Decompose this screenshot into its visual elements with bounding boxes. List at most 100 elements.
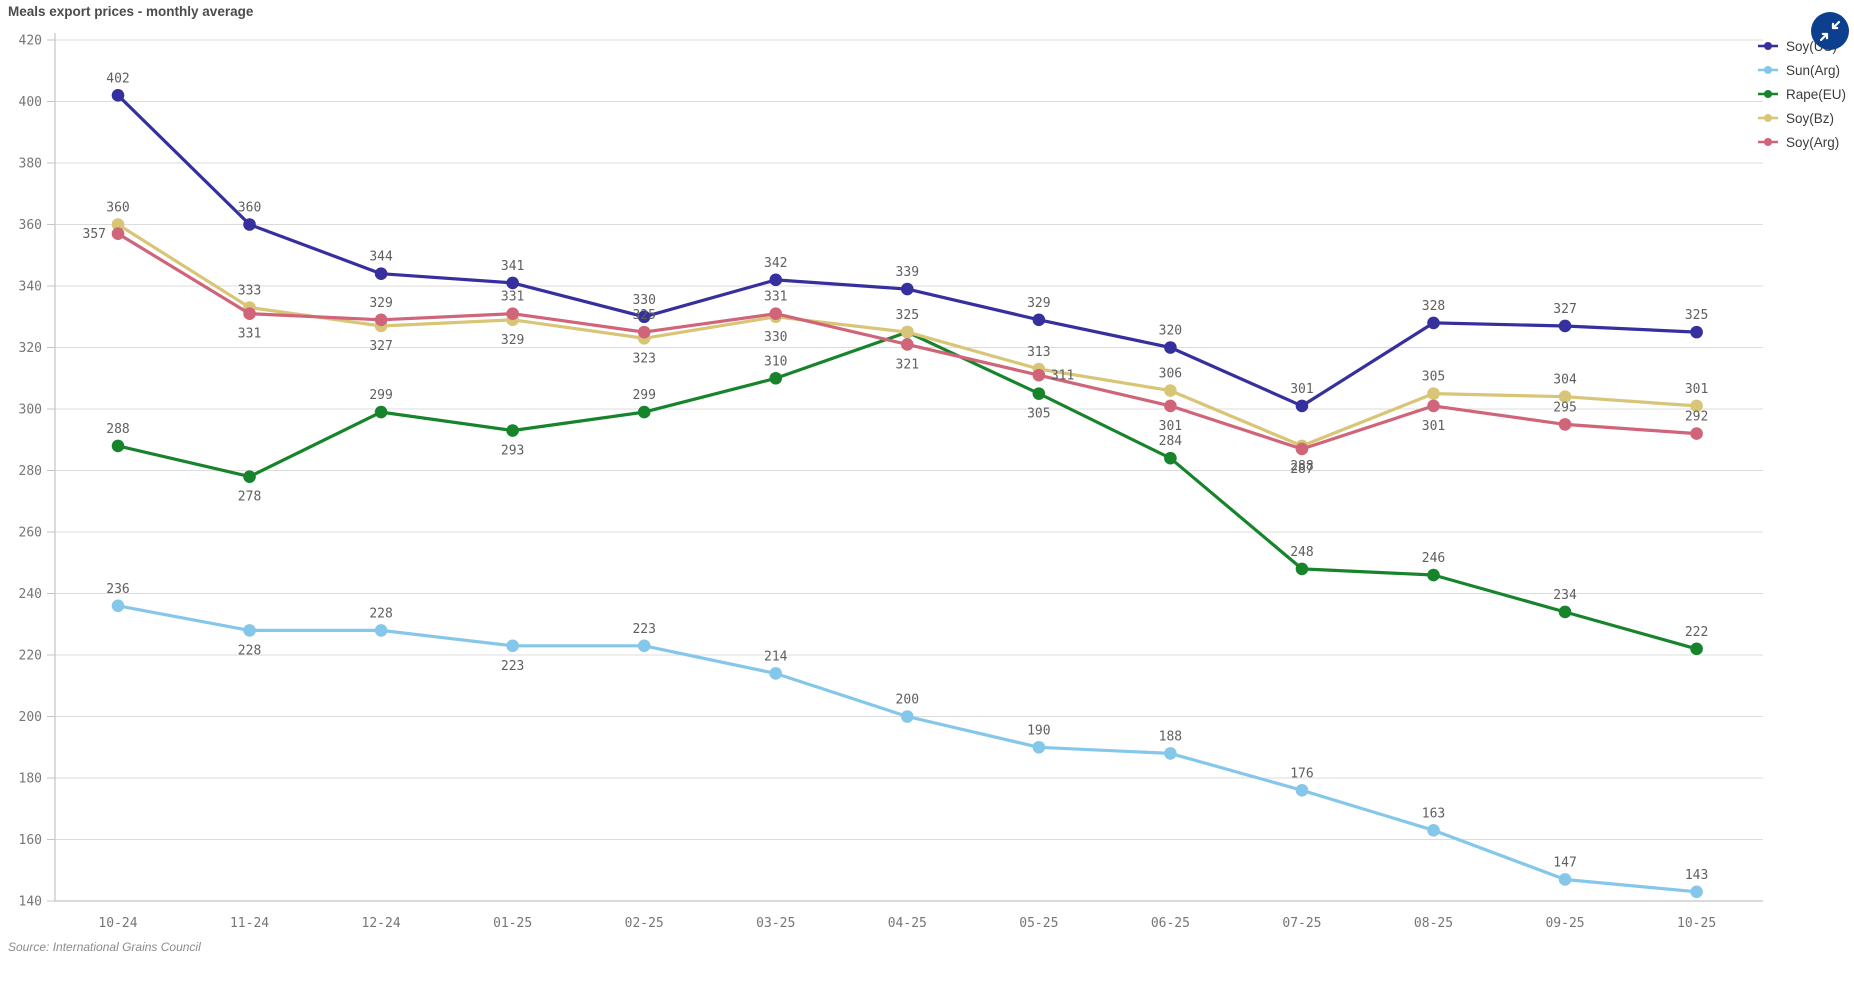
data-point-label: 327	[369, 339, 392, 354]
data-point[interactable]	[1558, 319, 1572, 333]
data-point[interactable]	[1295, 399, 1309, 413]
data-point-label: 360	[238, 201, 261, 216]
data-point[interactable]	[374, 624, 388, 637]
data-point[interactable]	[1032, 387, 1046, 400]
data-point-label: 284	[1159, 434, 1183, 449]
legend-item-soy-bz-[interactable]: Soy(Bz)	[1757, 106, 1846, 130]
data-point-label: 228	[238, 643, 261, 658]
x-axis-tick-label: 03-25	[756, 916, 795, 931]
data-point[interactable]	[637, 310, 651, 324]
data-point-label: 223	[501, 659, 524, 674]
data-point[interactable]	[111, 227, 125, 241]
data-point[interactable]	[506, 307, 519, 320]
data-point[interactable]	[1427, 399, 1440, 413]
data-point[interactable]	[1295, 442, 1309, 456]
data-point-label: 320	[1159, 324, 1182, 339]
legend-marker-icon	[1757, 90, 1778, 98]
data-point-label: 200	[896, 693, 919, 708]
data-point[interactable]	[506, 639, 519, 653]
data-point[interactable]	[769, 667, 783, 680]
data-point[interactable]	[769, 307, 783, 320]
chart-legend: Soy(US) Sun(Arg) Rape(EU) Soy(Bz) Soy(Arg)	[1757, 34, 1846, 154]
data-point[interactable]	[769, 273, 783, 287]
data-point-label: 304	[1553, 373, 1577, 388]
y-axis-tick-label: 280	[19, 464, 42, 479]
y-axis-tick-label: 220	[19, 649, 42, 664]
data-point[interactable]	[637, 405, 651, 419]
legend-label: Rape(EU)	[1785, 86, 1846, 102]
data-point[interactable]	[901, 282, 914, 296]
data-point[interactable]	[1690, 642, 1703, 656]
data-point[interactable]	[1032, 740, 1046, 754]
x-axis-tick-label: 09-25	[1545, 916, 1584, 931]
data-point[interactable]	[374, 313, 388, 327]
x-axis-tick-label: 10-24	[98, 916, 137, 931]
data-point[interactable]	[1164, 341, 1177, 354]
legend-item-soy-arg-[interactable]: Soy(Arg)	[1757, 130, 1846, 154]
data-point-label: 357	[83, 227, 106, 242]
page-title: Meals export prices - monthly average	[8, 4, 254, 19]
y-axis-tick-label: 340	[19, 280, 42, 295]
data-point[interactable]	[243, 624, 256, 637]
series-line	[116, 330, 1699, 651]
data-point[interactable]	[901, 338, 914, 351]
data-point[interactable]	[506, 424, 519, 437]
data-point[interactable]	[769, 371, 783, 385]
data-point-label: 342	[764, 256, 787, 271]
data-point-label: 330	[632, 293, 655, 308]
data-point[interactable]	[243, 307, 256, 320]
data-point[interactable]	[1295, 562, 1309, 576]
data-point[interactable]	[1690, 325, 1703, 339]
data-point[interactable]	[374, 405, 388, 419]
data-point[interactable]	[111, 439, 125, 453]
data-point[interactable]	[901, 710, 914, 723]
legend-item-rape-eu-[interactable]: Rape(EU)	[1757, 82, 1846, 106]
data-point[interactable]	[1558, 418, 1572, 431]
data-point[interactable]	[111, 599, 125, 613]
legend-item-sun-arg-[interactable]: Sun(Arg)	[1757, 58, 1846, 82]
data-point-label: 293	[501, 444, 524, 459]
data-point[interactable]	[1690, 399, 1703, 413]
data-point-label: 292	[1685, 410, 1708, 425]
collapse-arrows-icon	[1819, 20, 1841, 42]
data-point[interactable]	[1690, 427, 1703, 440]
data-point[interactable]	[374, 267, 388, 281]
data-point[interactable]	[1032, 313, 1046, 327]
data-point[interactable]	[1295, 784, 1309, 797]
data-point[interactable]	[1164, 451, 1177, 465]
data-point[interactable]	[1164, 399, 1177, 413]
data-point[interactable]	[111, 89, 125, 102]
data-point-label: 288	[106, 422, 129, 437]
data-point[interactable]	[1690, 885, 1703, 899]
collapse-button[interactable]	[1811, 12, 1849, 50]
data-point[interactable]	[1427, 568, 1440, 582]
data-point[interactable]	[243, 218, 256, 231]
y-axis-tick-label: 240	[19, 587, 42, 602]
data-point[interactable]	[1427, 316, 1440, 330]
data-point[interactable]	[111, 218, 125, 231]
data-point[interactable]	[901, 325, 914, 339]
data-point[interactable]	[1164, 747, 1177, 760]
data-point[interactable]	[1558, 390, 1572, 404]
data-point[interactable]	[1032, 368, 1046, 382]
data-point-label: 402	[106, 71, 129, 86]
data-point[interactable]	[1164, 384, 1177, 397]
data-point[interactable]	[1427, 387, 1440, 400]
legend-label: Soy(Bz)	[1785, 110, 1834, 126]
data-point[interactable]	[1427, 823, 1440, 837]
y-axis-tick-label: 360	[19, 218, 42, 233]
data-point[interactable]	[243, 470, 256, 483]
x-axis-tick-label: 12-24	[362, 916, 401, 931]
data-point-label: 299	[632, 388, 655, 403]
y-axis-tick-label: 420	[19, 34, 42, 49]
data-point[interactable]	[1558, 605, 1572, 619]
data-point[interactable]	[1558, 873, 1572, 886]
data-point-label: 222	[1685, 625, 1708, 640]
data-point[interactable]	[506, 276, 519, 290]
data-point-label: 331	[238, 327, 261, 342]
data-point[interactable]	[637, 639, 651, 653]
data-point-label: 301	[1685, 382, 1708, 397]
data-point[interactable]	[637, 325, 651, 339]
data-point-label: 344	[369, 250, 393, 265]
data-point-label: 176	[1290, 766, 1313, 781]
